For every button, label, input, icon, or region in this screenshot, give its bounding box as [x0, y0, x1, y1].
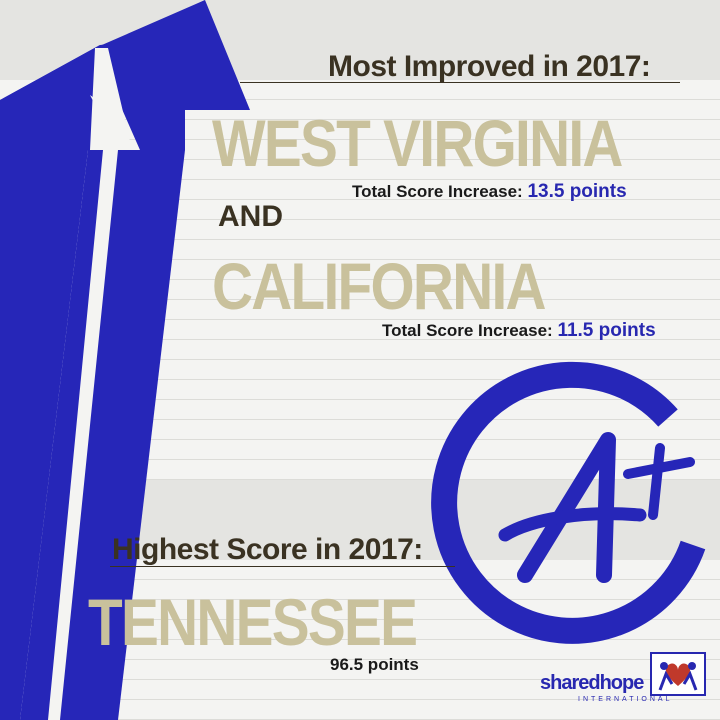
- west-virginia-increase: Total Score Increase: 13.5 points: [352, 181, 627, 203]
- grade-a-crossbar: [498, 507, 647, 542]
- state-west-virginia: WEST VIRGINIA: [212, 106, 623, 180]
- most-improved-heading: Most Improved in 2017:: [328, 50, 651, 83]
- logo-box: [650, 652, 706, 696]
- logo-subtitle: INTERNATIONAL: [578, 696, 673, 703]
- shared-hope-logo-icon: sharedhope INTERNATIONAL: [540, 650, 710, 710]
- grade-plus-vertical: [648, 443, 665, 520]
- front-arrow-shaft: [20, 150, 185, 720]
- logo-figures-icon: [658, 662, 698, 691]
- increase-label: Total Score Increase:: [352, 182, 523, 201]
- grade-a-letter: [517, 432, 616, 583]
- state-tennessee: TENNESSEE: [88, 585, 418, 659]
- front-arrowhead: [95, 0, 250, 150]
- rear-arrow: [0, 45, 118, 720]
- increase-label: Total Score Increase:: [382, 321, 553, 340]
- tennessee-points: 96.5 points: [330, 655, 419, 674]
- and-connector: AND: [218, 200, 283, 233]
- highest-underline: [110, 566, 455, 567]
- logo-word2: hope: [599, 672, 645, 694]
- increase-value: 11.5 points: [557, 320, 656, 341]
- increase-value: 13.5 points: [527, 181, 627, 202]
- highest-score-heading: Highest Score in 2017:: [112, 533, 423, 566]
- state-california: CALIFORNIA: [212, 249, 547, 323]
- grade-plus-horizontal: [623, 457, 695, 479]
- arrow-notch: [90, 95, 135, 150]
- logo-wordmark: sharedhope: [540, 672, 645, 695]
- california-increase: Total Score Increase: 11.5 points: [382, 320, 656, 342]
- arrow-gap: [48, 48, 132, 720]
- grade-ring: [431, 361, 706, 644]
- heading-underline: [240, 82, 680, 83]
- logo-word1: shared: [540, 672, 601, 694]
